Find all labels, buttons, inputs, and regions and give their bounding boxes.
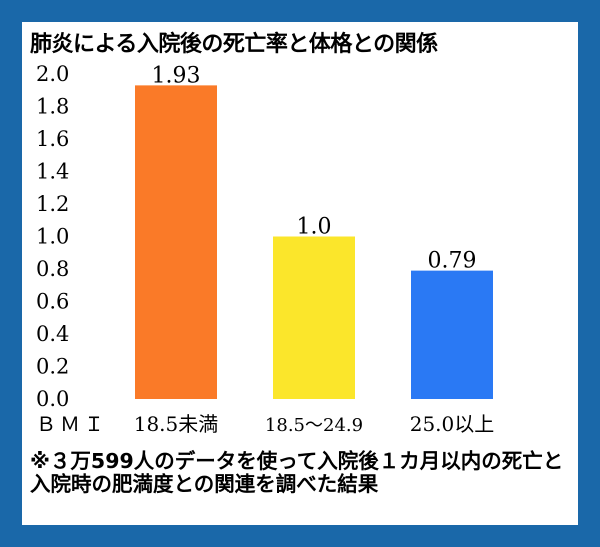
category-label: 25.0以上: [410, 412, 495, 436]
bar: [135, 85, 217, 399]
y-tick-label: 1.0: [36, 225, 69, 249]
x-axis-categories: 18.5未満 18.5～24.9 25.0以上 ＢＭＩ: [36, 412, 494, 436]
bar: [411, 270, 493, 399]
bar: [273, 236, 355, 399]
chart-title: 肺炎による入院後の死亡率と体格との関係: [30, 32, 438, 57]
y-tick-label: 2.0: [36, 62, 69, 86]
y-tick-label: 1.4: [36, 160, 69, 184]
y-tick-label: 0.0: [36, 387, 69, 411]
category-label: 18.5～24.9: [265, 415, 363, 436]
y-tick-label: 0.6: [36, 290, 69, 314]
footnote: ※３万599人のデータを使って入院後１カ月以内の死亡と入院時の肥満度との関連を調…: [30, 449, 564, 496]
y-tick-label: 1.2: [36, 192, 69, 216]
bar-chart: 0.00.20.40.60.81.01.21.41.61.82.0 1.931.…: [36, 62, 494, 436]
y-tick-label: 0.2: [36, 355, 69, 379]
y-tick-label: 0.8: [36, 257, 69, 281]
chart-panel: 肺炎による入院後の死亡率と体格との関係 0.0 0.2 0.4 0.6 0.8 1.0 1.…: [22, 22, 578, 525]
y-tick-label: 1.6: [36, 127, 69, 151]
y-tick-label: 1.8: [36, 95, 69, 119]
bars: [135, 85, 493, 399]
bar-value-label: 1.93: [152, 63, 201, 88]
data-labels: 1.93 1.0 0.79: [152, 63, 477, 273]
bar-value-label: 0.79: [428, 249, 477, 274]
bar-value-label: 1.0: [297, 215, 332, 240]
y-tick-label: 0.4: [36, 322, 69, 346]
y-axis-ticks: 0.0 0.2 0.4 0.6 0.8 1.0 1.2 1.4 1.6 1.8 2.0: [36, 62, 69, 411]
x-axis-label: ＢＭＩ: [36, 412, 108, 436]
category-label: 18.5未満: [134, 412, 219, 436]
